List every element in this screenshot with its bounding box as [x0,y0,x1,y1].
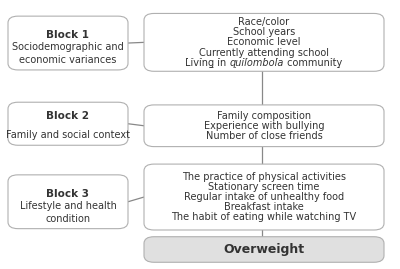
Text: Stationary screen time: Stationary screen time [208,182,320,192]
FancyBboxPatch shape [8,16,128,70]
Text: community: community [284,58,342,68]
Text: quilombola: quilombola [230,58,284,68]
Text: The habit of eating while watching TV: The habit of eating while watching TV [172,213,356,222]
Text: Sociodemographic and
economic variances: Sociodemographic and economic variances [12,42,124,65]
Text: School years: School years [233,27,295,37]
Text: Experience with bullying: Experience with bullying [204,121,324,131]
FancyBboxPatch shape [8,102,128,145]
FancyBboxPatch shape [144,105,384,147]
Text: Block 2: Block 2 [46,111,90,121]
Text: Lifestyle and health
condition: Lifestyle and health condition [20,201,116,224]
Text: Living in quilombola community: Living in quilombola community [186,58,342,68]
Text: Number of close friends: Number of close friends [206,131,322,141]
Text: Race/color: Race/color [238,17,290,27]
FancyBboxPatch shape [144,13,384,71]
Text: Economic level: Economic level [227,37,301,47]
FancyBboxPatch shape [144,164,384,230]
FancyBboxPatch shape [8,175,128,229]
Text: Currently attending school: Currently attending school [199,48,329,58]
Text: Regular intake of unhealthy food: Regular intake of unhealthy food [184,192,344,202]
FancyBboxPatch shape [148,59,380,67]
FancyBboxPatch shape [144,237,384,262]
Text: Living in: Living in [186,58,230,68]
Text: Family composition: Family composition [217,111,311,121]
Text: Block 3: Block 3 [46,189,90,199]
Text: Block 1: Block 1 [46,30,90,40]
Text: Breakfast intake: Breakfast intake [224,202,304,212]
Text: Overweight: Overweight [224,243,304,256]
Text: Family and social context: Family and social context [6,129,130,140]
Text: The practice of physical activities: The practice of physical activities [182,172,346,182]
